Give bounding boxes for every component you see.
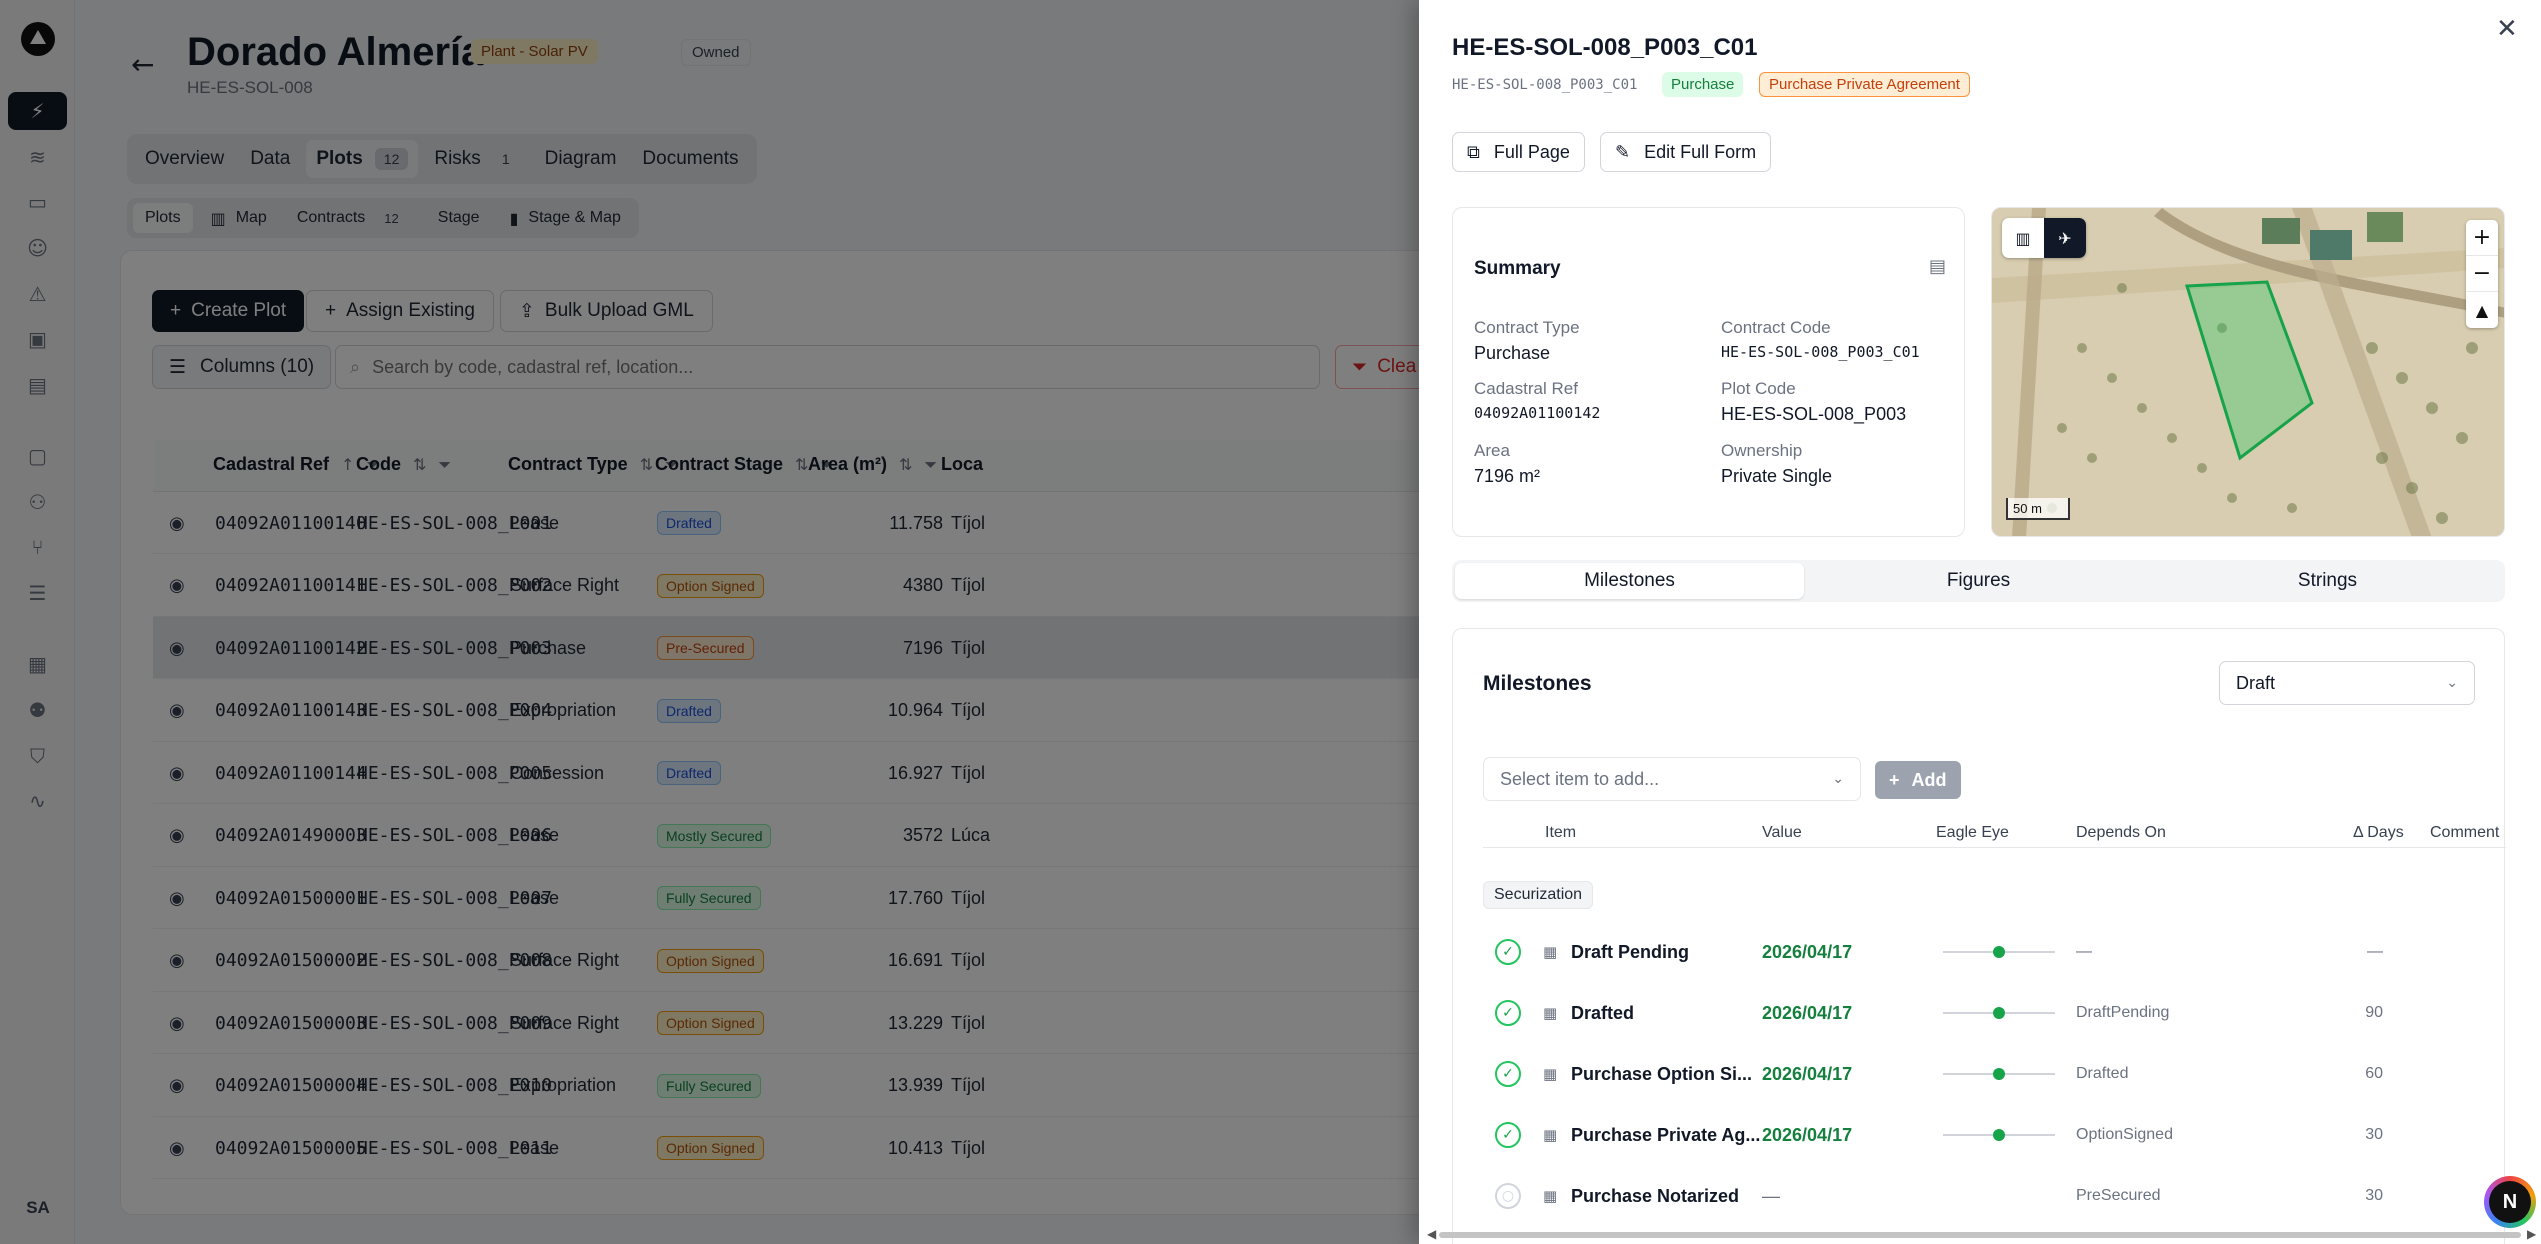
milestone-value[interactable]: — [1762,1185,1780,1206]
map-view-toggle: ▥ ✈ [2002,218,2086,258]
map-icon[interactable]: ▥ [2015,228,2031,248]
eagle-eye-slider[interactable] [1943,1129,2055,1141]
chevron-down-icon: ⌄ [2446,675,2458,691]
header-divider [1483,847,2506,848]
field-contract-code: Contract Code HE-ES-SOL-008_P003_C01 [1721,318,1920,361]
milestone-value[interactable]: 2026/04/17 [1762,1124,1853,1145]
document-icon[interactable]: ▤ [1929,256,1947,277]
external-link-icon: ⧉ [1467,141,1480,163]
milestone-delta-days: 90 [2365,1004,2383,1021]
milestone-item: Purchase Option Si... [1571,1063,1753,1084]
milestones-card: Milestones Draft ⌄ Select item to add... ⌄… [1452,628,2506,1244]
milestone-depends-on: Drafted [2076,1065,2129,1082]
milestone-depends-on: DraftPending [2076,1004,2170,1021]
milestones-title: Milestones [1483,672,1592,695]
eagle-eye-slider[interactable] [1943,1068,2055,1080]
full-page-button[interactable]: ⧉ Full Page [1452,132,1585,172]
assistant-button[interactable]: N [2484,1176,2536,1228]
zoom-out-icon[interactable]: − [2466,256,2498,292]
milestone-depends-on: — [2076,943,2092,960]
milestone-delta-days: — [2367,943,2383,960]
calendar-icon: ▦ [1543,1126,1558,1144]
empty-circle-icon[interactable]: ○ [1495,1183,1521,1209]
col-item: Item [1545,824,1577,841]
compass-icon[interactable]: ▲ [2475,300,2489,320]
eagle-eye-slider[interactable] [1943,946,2055,958]
map-zoom-controls: + − ▲ [2466,220,2498,328]
calendar-icon: ▦ [1543,1065,1558,1083]
milestone-row[interactable]: ✓ ▦ Draft Pending 2026/04/17 — — [1453,922,2506,982]
calendar-icon: ▦ [1543,1004,1558,1022]
contract-detail-panel: HE-ES-SOL-008_P003_C01 ✕ HE-ES-SOL-008_P… [1419,0,2541,1244]
group-label: Securization [1483,881,1594,909]
milestone-row[interactable]: ○ ▦ Purchase Notarized — PreSecured 30 [1453,1166,2506,1226]
panel-tabs: Milestones Figures Strings [1452,560,2505,602]
zoom-in-icon[interactable]: + [2466,220,2498,256]
add-milestone-button[interactable]: + Add [1875,761,1961,799]
col-depends-on: Depends On [2076,824,2166,841]
calendar-icon: ▦ [1543,943,1558,961]
calendar-icon: ▦ [1543,1187,1558,1205]
satellite-map [1992,208,2504,536]
contract-type-badge: Purchase [1662,72,1744,97]
summary-title: Summary [1474,258,1561,279]
milestone-depends-on: PreSecured [2076,1187,2161,1204]
check-circle-icon[interactable]: ✓ [1495,1061,1521,1087]
eagle-eye-knob[interactable] [1993,946,2005,958]
map-scale: 50 m [2006,498,2070,520]
summary-card: Summary ▤ Contract Type Purchase Contract… [1452,207,1965,537]
col-delta-days: Δ Days [2353,824,2404,841]
check-circle-icon[interactable]: ✓ [1495,1000,1521,1026]
plus-icon: + [1889,769,1900,790]
milestone-row[interactable]: ✓ ▦ Purchase Private Ag... 2026/04/17 Option… [1453,1105,2506,1165]
plot-map[interactable]: ▥ ✈ + − ▲ 50 m [1991,207,2505,537]
milestone-row[interactable]: ✓ ▦ Purchase Option Si... 2026/04/17 Drafted… [1453,1044,2506,1104]
milestone-item: Purchase Notarized [1571,1185,1740,1206]
check-circle-icon[interactable]: ✓ [1495,1122,1521,1148]
tab-strings[interactable]: Strings [2297,570,2358,591]
tab-milestones[interactable]: Milestones [1455,563,1804,599]
panel-title: HE-ES-SOL-008_P003_C01 [1452,34,1758,61]
col-eagle-eye: Eagle Eye [1936,824,2009,841]
field-cadastral-ref: Cadastral Ref 04092A01100142 [1474,379,1601,422]
milestone-value[interactable]: 2026/04/17 [1762,1063,1853,1084]
horizontal-scrollbar[interactable]: ◀ ▶ [1427,1227,2537,1241]
scroll-right-icon[interactable]: ▶ [2527,1227,2537,1241]
milestone-item: Purchase Private Ag... [1571,1124,1761,1145]
edit-full-form-button[interactable]: ✎ Edit Full Form [1600,132,1772,172]
milestone-item: Draft Pending [1571,941,1690,962]
field-plot-code: Plot Code HE-ES-SOL-008_P003 [1721,379,1907,424]
check-circle-icon[interactable]: ✓ [1495,939,1521,965]
milestone-row[interactable]: ✓ ▦ Drafted 2026/04/17 DraftPending 90 [1453,983,2506,1043]
field-contract-type: Contract Type Purchase [1474,318,1580,363]
milestone-delta-days: 30 [2365,1187,2383,1204]
milestone-status-select[interactable]: Draft ⌄ [2219,661,2475,705]
agreement-badge: Purchase Private Agreement [1759,72,1970,97]
chevron-down-icon: ⌄ [1832,771,1844,787]
modal-overlay[interactable] [0,0,1419,1244]
eagle-eye-knob[interactable] [1993,1129,2005,1141]
panel-code: HE-ES-SOL-008_P003_C01 [1452,77,1638,93]
milestone-value[interactable]: 2026/04/17 [1762,941,1853,962]
col-comment: Comment [2430,824,2500,841]
milestone-delta-days: 30 [2365,1126,2383,1143]
milestone-delta-days: 60 [2365,1065,2383,1082]
milestone-value[interactable]: 2026/04/17 [1762,1002,1853,1023]
field-ownership: Ownership Private Single [1721,441,1833,486]
eagle-eye-knob[interactable] [1993,1068,2005,1080]
col-value: Value [1762,824,1802,841]
select-item-dropdown[interactable]: Select item to add... ⌄ [1483,757,1861,801]
scrollbar-thumb[interactable] [1439,1232,2521,1238]
milestone-item: Drafted [1571,1002,1635,1023]
milestone-depends-on: OptionSigned [2076,1126,2173,1143]
satellite-icon[interactable]: ✈ [2044,218,2086,258]
scroll-left-icon[interactable]: ◀ [1427,1227,1437,1241]
pencil-icon: ✎ [1615,141,1631,163]
close-icon[interactable]: ✕ [2496,14,2518,44]
eagle-eye-slider[interactable] [1943,1007,2055,1019]
eagle-eye-knob[interactable] [1993,1007,2005,1019]
field-area: Area 7196 m² [1474,441,1541,486]
tab-figures[interactable]: Figures [1946,570,2011,591]
